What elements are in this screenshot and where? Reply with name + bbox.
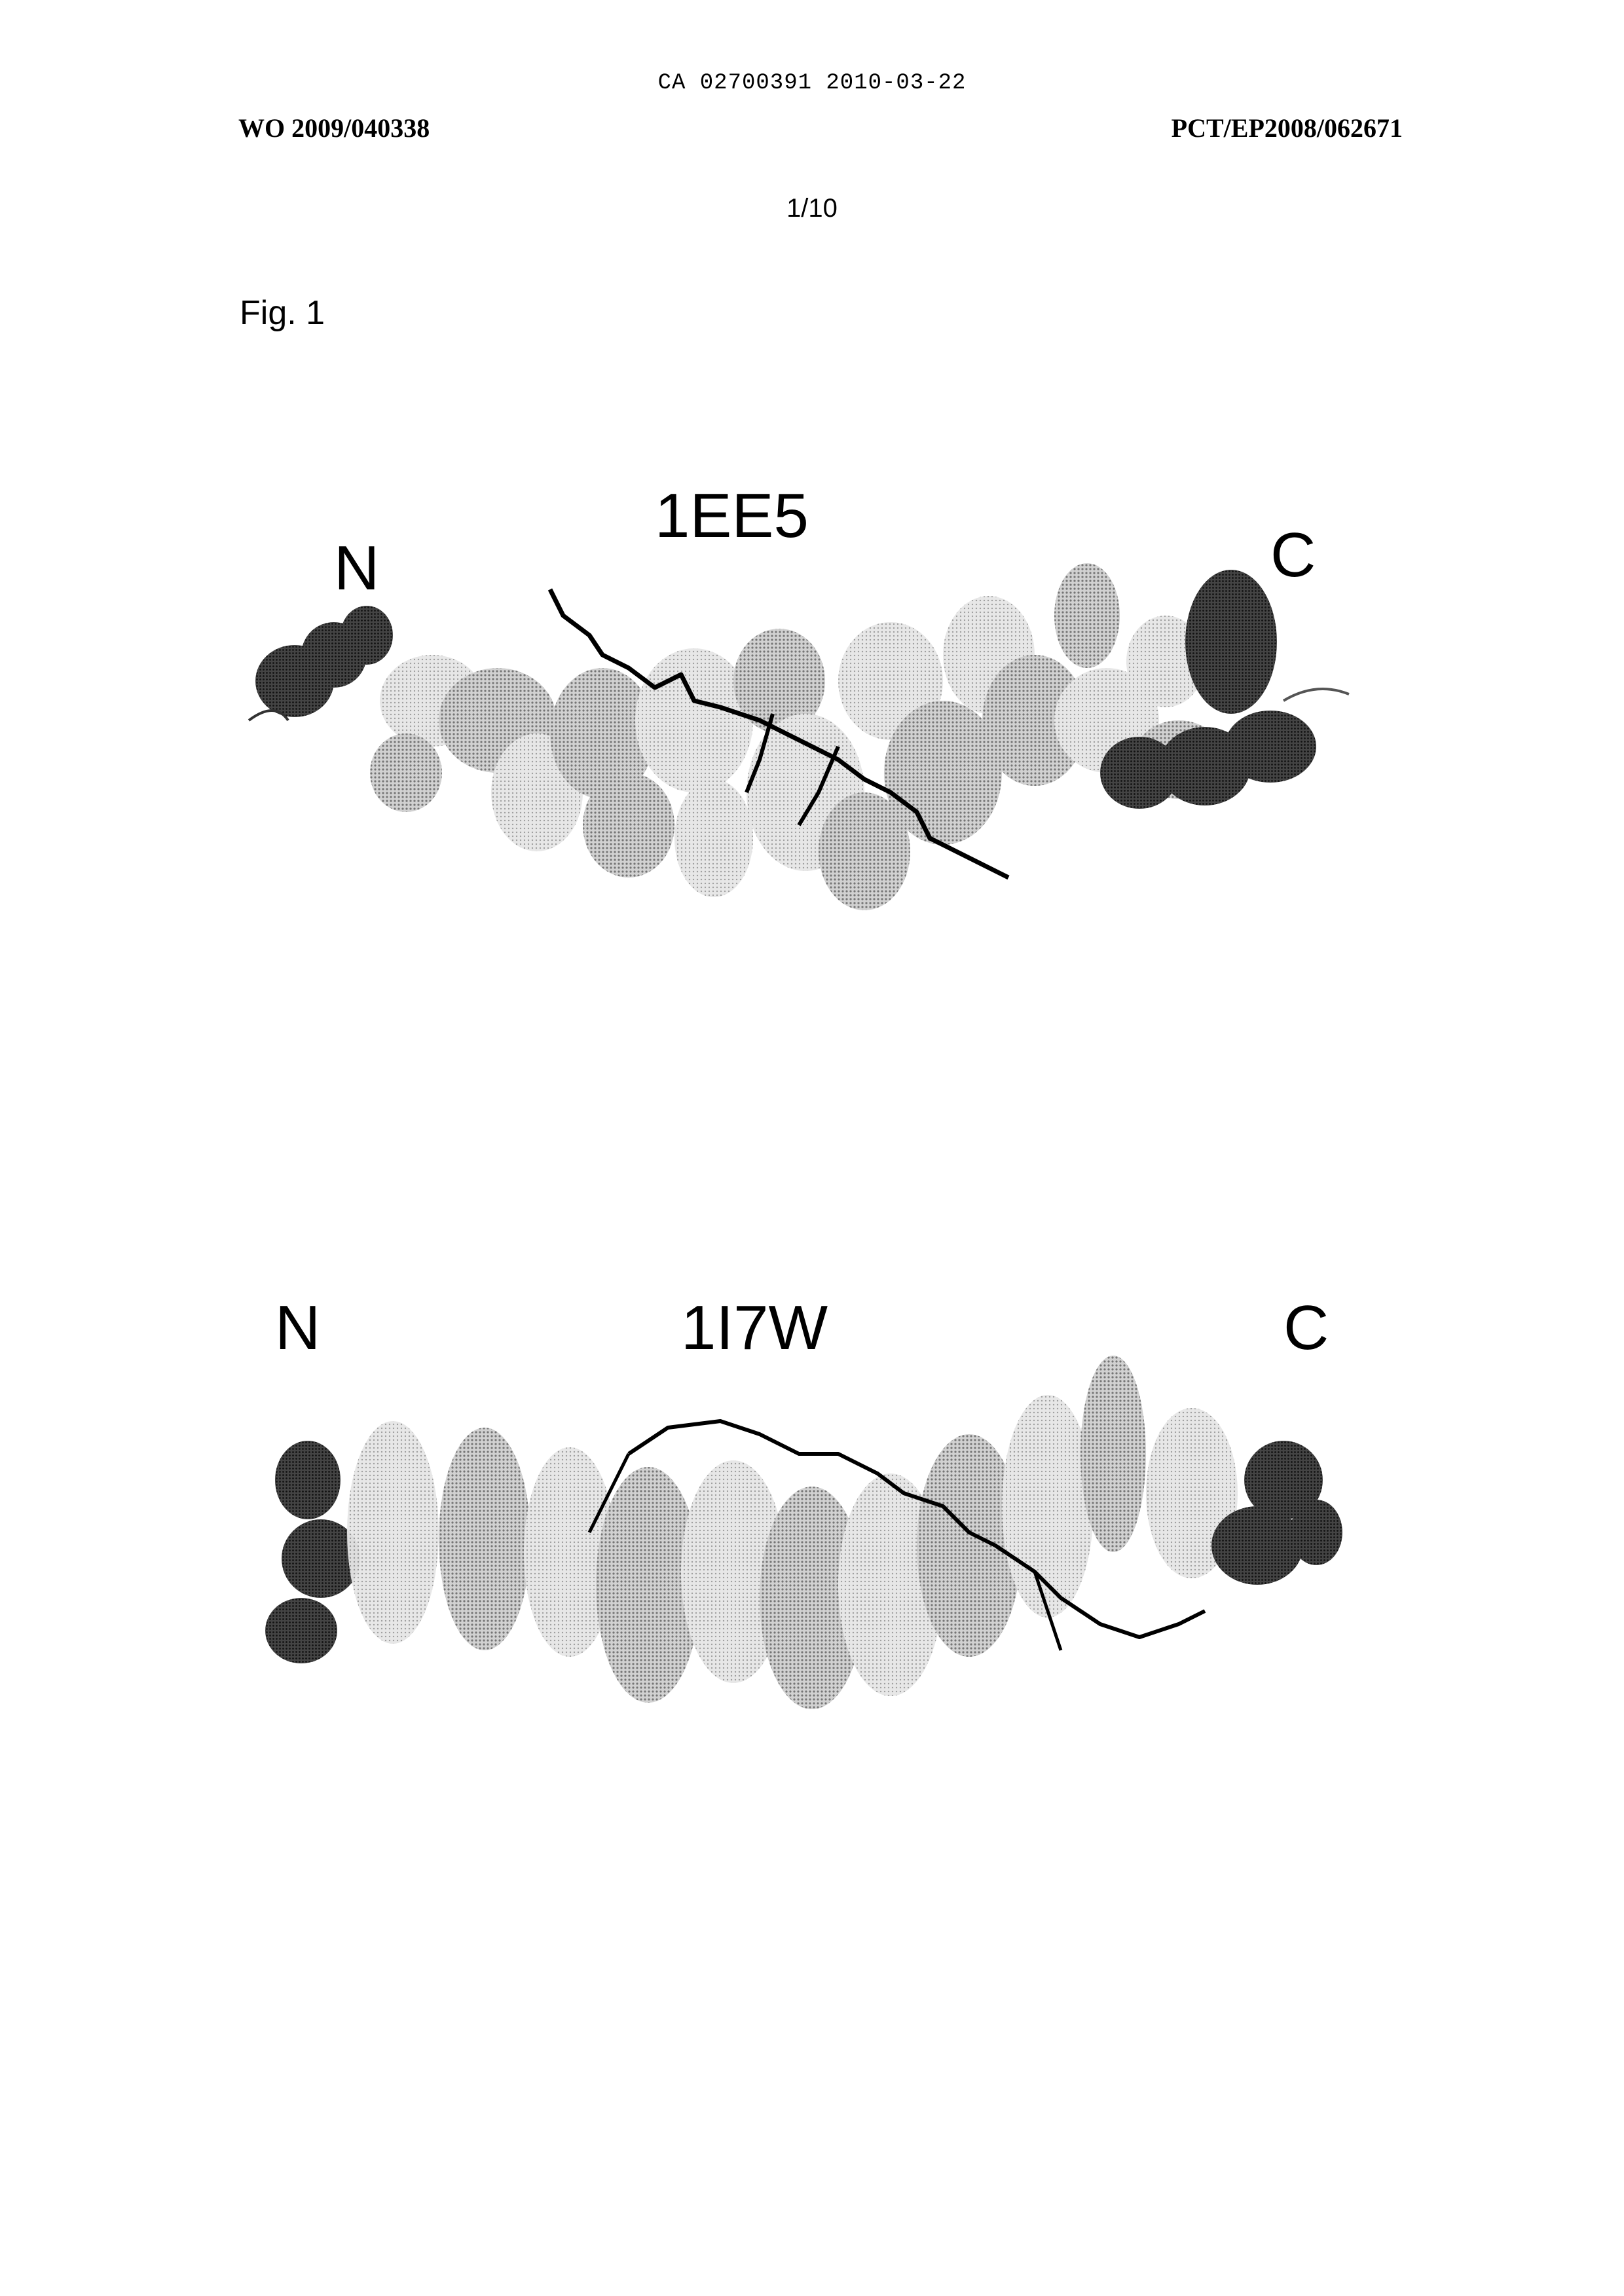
c-terminus-label: C (1283, 1297, 1329, 1360)
page-number: 1/10 (0, 194, 1624, 223)
c-terminus-label: C (1270, 524, 1316, 587)
publication-number: WO 2009/040338 (238, 113, 430, 143)
n-terminus-label: N (275, 1297, 320, 1360)
protein-ribbon-image (236, 485, 1388, 956)
application-number: PCT/EP2008/062671 (1172, 113, 1403, 143)
n-terminus-label: N (334, 537, 379, 600)
panel-title: 1EE5 (655, 485, 809, 547)
panel-title: 1I7W (681, 1297, 828, 1360)
structure-panel-1i7w: 1I7W N C (262, 1257, 1349, 1755)
document-id-line: CA 02700391 2010-03-22 (0, 71, 1624, 96)
figure-label: Fig. 1 (240, 293, 325, 333)
structure-panel-1ee5: 1EE5 N C (236, 485, 1388, 956)
